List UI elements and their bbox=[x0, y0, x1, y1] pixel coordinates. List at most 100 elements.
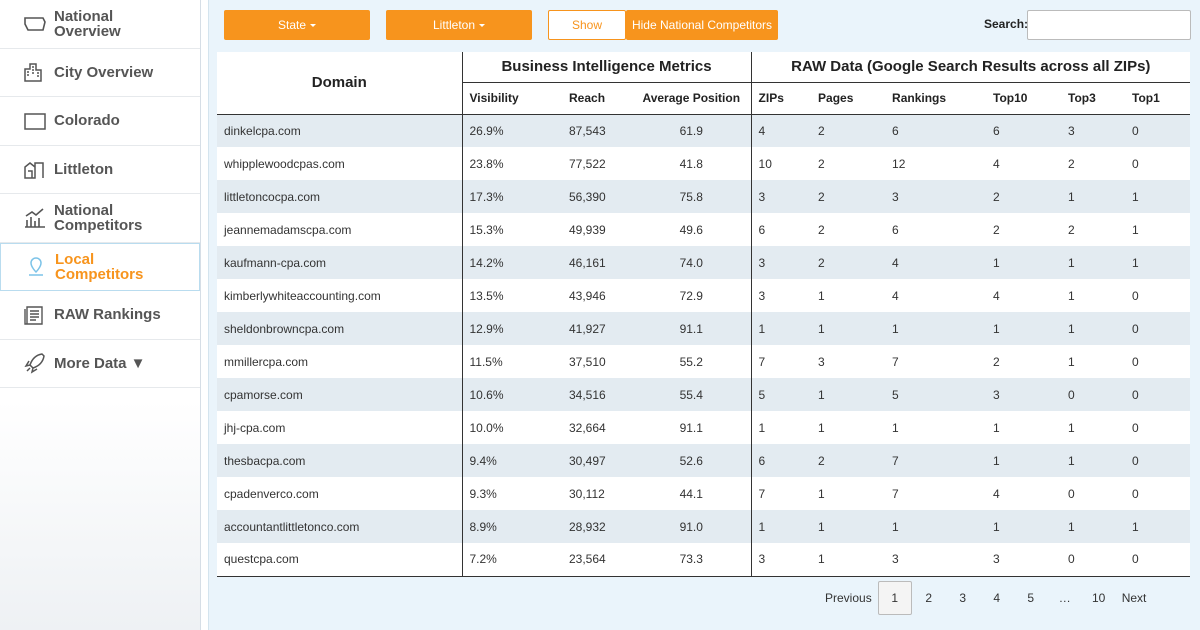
column-header[interactable]: Pages bbox=[811, 82, 886, 115]
metric-cell: 6 bbox=[885, 213, 987, 246]
metric-cell: 56,390 bbox=[562, 180, 632, 213]
domain-cell: jhj-cpa.com bbox=[217, 411, 463, 444]
table-row: accountantlittletonco.com 8.9% 28,932 91.0 1… bbox=[217, 510, 1191, 543]
metric-cell: 1 bbox=[811, 378, 886, 411]
table-row: jeannemadamscpa.com 15.3% 49,939 49.6 6 2 6 2 2 1 bbox=[217, 213, 1191, 246]
metric-cell: 1 bbox=[1125, 510, 1191, 543]
domain-cell: kaufmann-cpa.com bbox=[217, 246, 463, 279]
table-row: cpamorse.com 10.6% 34,516 55.4 5 1 5 3 0 0 bbox=[217, 378, 1191, 411]
column-header[interactable]: ZIPs bbox=[751, 82, 812, 115]
metric-cell: 77,522 bbox=[562, 147, 632, 180]
metric-cell: 72.9 bbox=[632, 279, 752, 312]
metric-cell: 1 bbox=[1061, 279, 1126, 312]
metric-cell: 2 bbox=[986, 213, 1062, 246]
sidebar-item[interactable]: Local Competitors bbox=[0, 242, 200, 291]
page-link[interactable]: 3 bbox=[959, 591, 967, 605]
metric-cell: 91.1 bbox=[632, 312, 752, 345]
metric-cell: 2 bbox=[811, 246, 886, 279]
table-head: Domain Business Intelligence Metrics RAW D… bbox=[217, 52, 1191, 115]
metric-cell: 1 bbox=[1125, 213, 1191, 246]
metric-cell: 2 bbox=[811, 180, 886, 213]
metric-cell: 3 bbox=[986, 543, 1062, 577]
metric-cell: 13.5% bbox=[462, 279, 562, 312]
metric-cell: 37,510 bbox=[562, 345, 632, 378]
metric-cell: 28,932 bbox=[562, 510, 632, 543]
metric-cell: 49,939 bbox=[562, 213, 632, 246]
city-dropdown[interactable]: Littleton bbox=[386, 10, 532, 40]
table-row: dinkelcpa.com 26.9% 87,543 61.9 4 2 6 6 3 0 bbox=[217, 114, 1191, 147]
column-header[interactable]: Visibility bbox=[462, 82, 562, 115]
sidebar-item[interactable]: More Data ▼ bbox=[0, 340, 200, 388]
show-button[interactable]: Show bbox=[548, 10, 626, 40]
sidebar-icon bbox=[24, 353, 45, 374]
metric-cell: 3 bbox=[885, 180, 987, 213]
metric-cell: 0 bbox=[1061, 477, 1126, 510]
table-row: whipplewoodcpas.com 23.8% 77,522 41.8 10 2 12 4… bbox=[217, 147, 1191, 180]
metric-cell: 2 bbox=[986, 180, 1062, 213]
group-header: RAW Data (Google Search Results across a… bbox=[751, 52, 1191, 83]
metric-cell: 2 bbox=[811, 147, 886, 180]
metric-cell: 41,927 bbox=[562, 312, 632, 345]
metric-cell: 7 bbox=[751, 345, 812, 378]
column-header[interactable]: Top1 bbox=[1125, 82, 1191, 115]
metric-cell: 1 bbox=[811, 477, 886, 510]
metric-cell: 12 bbox=[885, 147, 987, 180]
group-header-row: Domain Business Intelligence Metrics RAW D… bbox=[217, 52, 1191, 115]
page-link[interactable]: 5 bbox=[1027, 591, 1035, 605]
metric-cell: 1 bbox=[751, 312, 812, 345]
metric-cell: 43,946 bbox=[562, 279, 632, 312]
metric-cell: 11.5% bbox=[462, 345, 562, 378]
metric-cell: 44.1 bbox=[632, 477, 752, 510]
metric-cell: 3 bbox=[751, 543, 812, 577]
sidebar-icon bbox=[24, 306, 43, 325]
sidebar-item[interactable]: RAW Rankings bbox=[0, 291, 200, 340]
column-header[interactable]: Top3 bbox=[1061, 82, 1126, 115]
metric-cell: 1 bbox=[986, 312, 1062, 345]
metric-cell: 73.3 bbox=[632, 543, 752, 577]
column-header[interactable]: Average Position bbox=[632, 82, 752, 115]
table-body: dinkelcpa.com 26.9% 87,543 61.9 4 2 6 6 3 0 whippl… bbox=[217, 114, 1191, 577]
page-link[interactable]: Previous bbox=[825, 591, 872, 605]
column-header[interactable]: Top10 bbox=[986, 82, 1062, 115]
page-link: … bbox=[1058, 591, 1071, 605]
table-row: kimberlywhiteaccounting.com 13.5% 43,946 72… bbox=[217, 279, 1191, 312]
sidebar-item[interactable]: National Competitors bbox=[0, 194, 200, 243]
sidebar-label: More Data ▼ bbox=[54, 354, 146, 372]
metric-cell: 0 bbox=[1061, 378, 1126, 411]
metric-cell: 61.9 bbox=[632, 114, 752, 147]
metric-cell: 2 bbox=[986, 345, 1062, 378]
metric-cell: 34,516 bbox=[562, 378, 632, 411]
metric-cell: 3 bbox=[751, 279, 812, 312]
metric-cell: 7 bbox=[885, 444, 987, 477]
metric-cell: 3 bbox=[811, 345, 886, 378]
metric-cell: 1 bbox=[986, 444, 1062, 477]
search-input[interactable] bbox=[1027, 10, 1191, 40]
column-header[interactable]: Rankings bbox=[885, 82, 987, 115]
column-header: Domain bbox=[217, 52, 463, 115]
page-link[interactable]: 1 bbox=[877, 581, 912, 615]
group-header: Business Intelligence Metrics bbox=[462, 52, 752, 83]
column-header[interactable]: Reach bbox=[562, 82, 632, 115]
sidebar-item[interactable]: Colorado bbox=[0, 97, 200, 146]
metric-cell: 10 bbox=[751, 147, 812, 180]
page-link[interactable]: Next bbox=[1121, 591, 1147, 605]
metric-cell: 0 bbox=[1125, 543, 1191, 577]
sidebar-item[interactable]: City Overview bbox=[0, 49, 200, 97]
metric-cell: 6 bbox=[986, 114, 1062, 147]
sidebar-label: National Overview bbox=[54, 7, 121, 40]
sidebar-item[interactable]: National Overview bbox=[0, 0, 200, 49]
page-link[interactable]: 4 bbox=[993, 591, 1001, 605]
metric-cell: 1 bbox=[885, 312, 987, 345]
domain-cell: kimberlywhiteaccounting.com bbox=[217, 279, 463, 312]
page-link[interactable]: 2 bbox=[925, 591, 933, 605]
metric-cell: 1 bbox=[811, 279, 886, 312]
page-link[interactable]: 10 bbox=[1092, 591, 1106, 605]
hide-button[interactable]: Hide National Competitors bbox=[626, 10, 778, 40]
metric-cell: 2 bbox=[811, 213, 886, 246]
sidebar-item[interactable]: Littleton bbox=[0, 146, 200, 194]
table-row: kaufmann-cpa.com 14.2% 46,161 74.0 3 2 4 1 1 1 bbox=[217, 246, 1191, 279]
metric-cell: 1 bbox=[1061, 312, 1126, 345]
state-dropdown[interactable]: State bbox=[224, 10, 370, 40]
metric-cell: 5 bbox=[751, 378, 812, 411]
metric-cell: 52.6 bbox=[632, 444, 752, 477]
